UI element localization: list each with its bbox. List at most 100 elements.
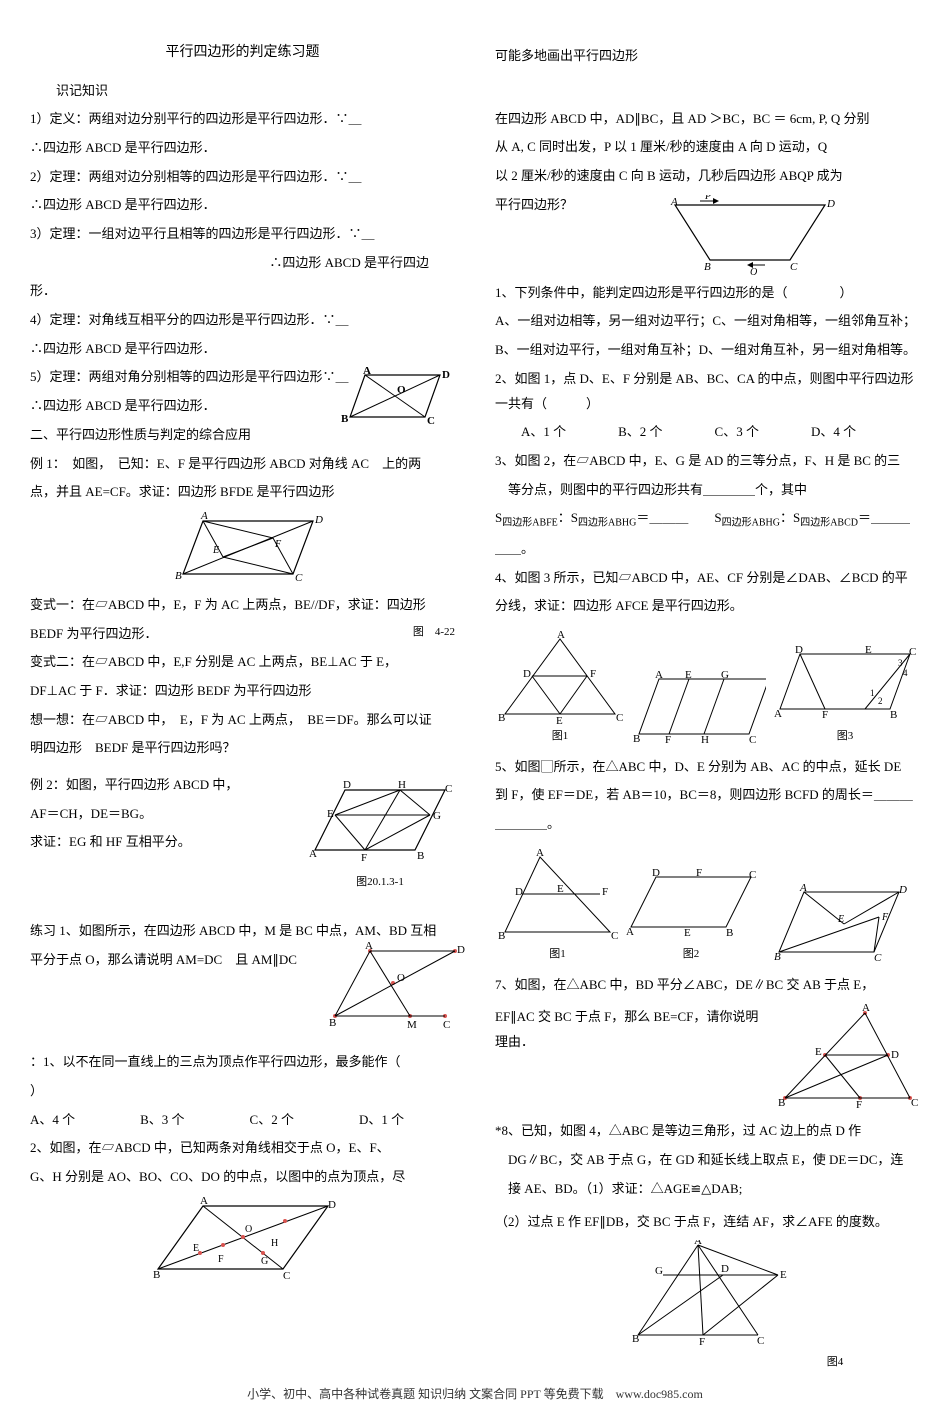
svg-text:D: D (442, 369, 450, 381)
var2a: 变式二：在▱ABCD 中，E,F 分别是 AC 上两点，BE⊥AC 于 E， (30, 650, 455, 675)
fig-caption-422: 图 4-22 (413, 622, 455, 647)
r4b: 分线，求证：四边形 AFCE 是平行四边形。 (495, 594, 920, 619)
svg-text:C: C (909, 646, 916, 658)
fig-r7: A B C F E D (770, 1003, 920, 1113)
fig-4-22: A D B C E F (153, 509, 333, 589)
svg-text:G: G (433, 810, 441, 822)
svg-text:A: A (200, 510, 208, 522)
svg-text:A: A (799, 882, 807, 894)
svg-text:B: B (778, 1097, 785, 1109)
var1b: BEDF 为平行四边形． (30, 622, 157, 647)
svg-text:B: B (632, 1333, 639, 1345)
fig-trapezoid: A D B C P Q (660, 195, 840, 275)
r8b: DG∥BC，交 AB 于点 G，在 GD 和延长线上取点 E，使 DE＝DC，连 (495, 1148, 920, 1173)
svg-text:O: O (245, 1224, 252, 1235)
svg-text:C: C (757, 1335, 764, 1347)
figcap-r3: 图3 (770, 726, 920, 747)
r5a: 5、如图▢所示，在△ABC 中，D、E 分别为 AB、AC 的中点，延长 DE (495, 755, 920, 780)
q2b: G、H 分别是 AO、BO、CO、DO 的中点，以图中的点为顶点，尽 (30, 1165, 455, 1190)
think1: 想一想：在▱ABCD 中， E，F 为 AC 上两点， BE＝DF。那么可以证 (30, 708, 455, 733)
q1-options: A、4 个 B、3 个 C、2 个 D、1 个 (30, 1108, 455, 1133)
svg-text:C: C (616, 712, 623, 724)
svg-text:O: O (397, 384, 406, 396)
svg-text:D: D (795, 644, 803, 656)
think2: 明四边形 BEDF 是平行四边形吗？ (30, 736, 455, 761)
def2b: ∴四边形 ABCD 是平行四边形． (30, 193, 455, 218)
svg-text:P: P (704, 195, 711, 202)
fig-r5-left: A B C D E F (495, 847, 620, 942)
r1b: A、一组对边相等，另一组对边平行；C、一组对角相等，一组邻角互补； (495, 309, 920, 334)
ex1a: 例 1： 如图， 已知：E、F 是平行四边形 ABCD 对角线 AC 上的两 (30, 452, 455, 477)
figcap-r1: 图1 (495, 726, 625, 747)
practice1a: 练习 1、如图所示，在四边形 ABCD 中，M 是 BC 中点，AM、BD 互相 (30, 919, 455, 944)
r2a: 2、如图 1，点 D、E、F 分别是 AB、BC、CA 的中点，则图中平行四边形… (495, 367, 920, 416)
svg-text:H: H (398, 779, 406, 791)
ex2b: AF＝CH，DE＝BG。 (30, 802, 295, 827)
svg-text:A: A (694, 1240, 702, 1247)
svg-text:D: D (515, 886, 523, 898)
svg-text:A: A (655, 669, 663, 681)
svg-text:B: B (341, 413, 349, 425)
svg-text:1: 1 (870, 688, 875, 698)
r3d: ＿＿。 (495, 537, 920, 562)
svg-text:D: D (652, 867, 660, 879)
svg-text:B: B (704, 261, 711, 273)
svg-text:A: A (365, 941, 373, 952)
svg-text:F: F (696, 867, 702, 879)
def3c: 形． (30, 279, 455, 304)
svg-text:2: 2 (878, 696, 883, 706)
def2: 2）定理：两组对边分别相等的四边形是平行四边形．∵＿ (30, 165, 455, 190)
svg-text:C: C (749, 734, 756, 746)
q1b: ） (30, 1079, 455, 1104)
svg-text:F: F (881, 912, 889, 923)
svg-text:G: G (261, 1256, 268, 1267)
svg-text:E: E (327, 808, 334, 820)
fig-r-parallelogram2: A E G D B F H C (629, 669, 766, 749)
svg-text:C: C (283, 1270, 290, 1282)
svg-text:C: C (611, 930, 618, 942)
svg-text:O: O (397, 972, 405, 984)
top-continue: 可能多地画出平行四边形 (495, 44, 920, 69)
def1b: ∴四边形 ABCD 是平行四边形． (30, 136, 455, 161)
r7b: EF∥AC 交 BC 于点 F，那么 BE=CF，请你说明理由． (495, 1005, 770, 1111)
svg-text:D: D (523, 668, 531, 680)
svg-text:C: C (749, 869, 756, 881)
def3: 3）定理：一组对边平行且相等的四边形是平行四边形．∵＿ (30, 222, 455, 247)
r8a: *8、已知，如图 4，△ABC 是等边三角形，过 AC 边上的点 D 作 (495, 1119, 920, 1144)
svg-text:E: E (212, 545, 219, 556)
svg-text:C: C (445, 783, 452, 795)
svg-text:D: D (898, 884, 907, 896)
q1a: ：1、以不在同一直线上的三点为顶点作平行四边形，最多能作（ (30, 1050, 455, 1075)
svg-text:E: E (684, 927, 691, 939)
svg-text:D: D (891, 1049, 899, 1061)
r2-options: A、1 个 B、2 个 C、3 个 D、4 个 (495, 420, 920, 445)
ex1b: 点，并且 AE=CF。求证：四边形 BFDE 是平行四边形 (30, 480, 455, 505)
section1-head: 识记知识 (30, 79, 455, 104)
fig-q2: A D B C E F G O H (143, 1194, 343, 1284)
svg-text:D: D (457, 944, 465, 956)
fig-caption-2013: 图20.1.3-1 (305, 872, 455, 893)
svg-text:A: A (670, 196, 678, 208)
svg-text:3: 3 (898, 658, 903, 668)
svg-text:F: F (361, 852, 367, 864)
svg-text:C: C (295, 572, 303, 584)
svg-text:A: A (862, 1003, 870, 1014)
svg-text:G: G (721, 669, 729, 681)
svg-text:H: H (271, 1238, 278, 1249)
svg-text:M: M (407, 1019, 417, 1031)
svg-text:F: F (699, 1336, 705, 1348)
svg-text:B: B (175, 570, 182, 582)
svg-text:A: A (557, 629, 565, 641)
fig-practice1: A D B M C O (315, 941, 465, 1031)
trapezoid3: 以 2 厘米/秒的速度由 C 向 B 运动，几秒后四边形 ABQP 成为 (495, 164, 920, 189)
trapezoid1: 在四边形 ABCD 中，AD∥BC，且 AD ＞BC，BC ＝ 6cm, P, … (495, 107, 920, 132)
svg-text:A: A (200, 1195, 208, 1207)
svg-text:B: B (153, 1269, 160, 1281)
svg-text:C: C (443, 1019, 450, 1031)
figcap-r4: 图4 (750, 1352, 920, 1373)
svg-text:A: A (536, 847, 544, 859)
right-column: 可能多地画出平行四边形 在四边形 ABCD 中，AD∥BC，且 AD ＞BC，B… (495, 40, 920, 1373)
svg-text:F: F (822, 709, 828, 721)
fig-r5-mid: D F C A E B (626, 867, 756, 942)
svg-text:B: B (633, 733, 640, 745)
